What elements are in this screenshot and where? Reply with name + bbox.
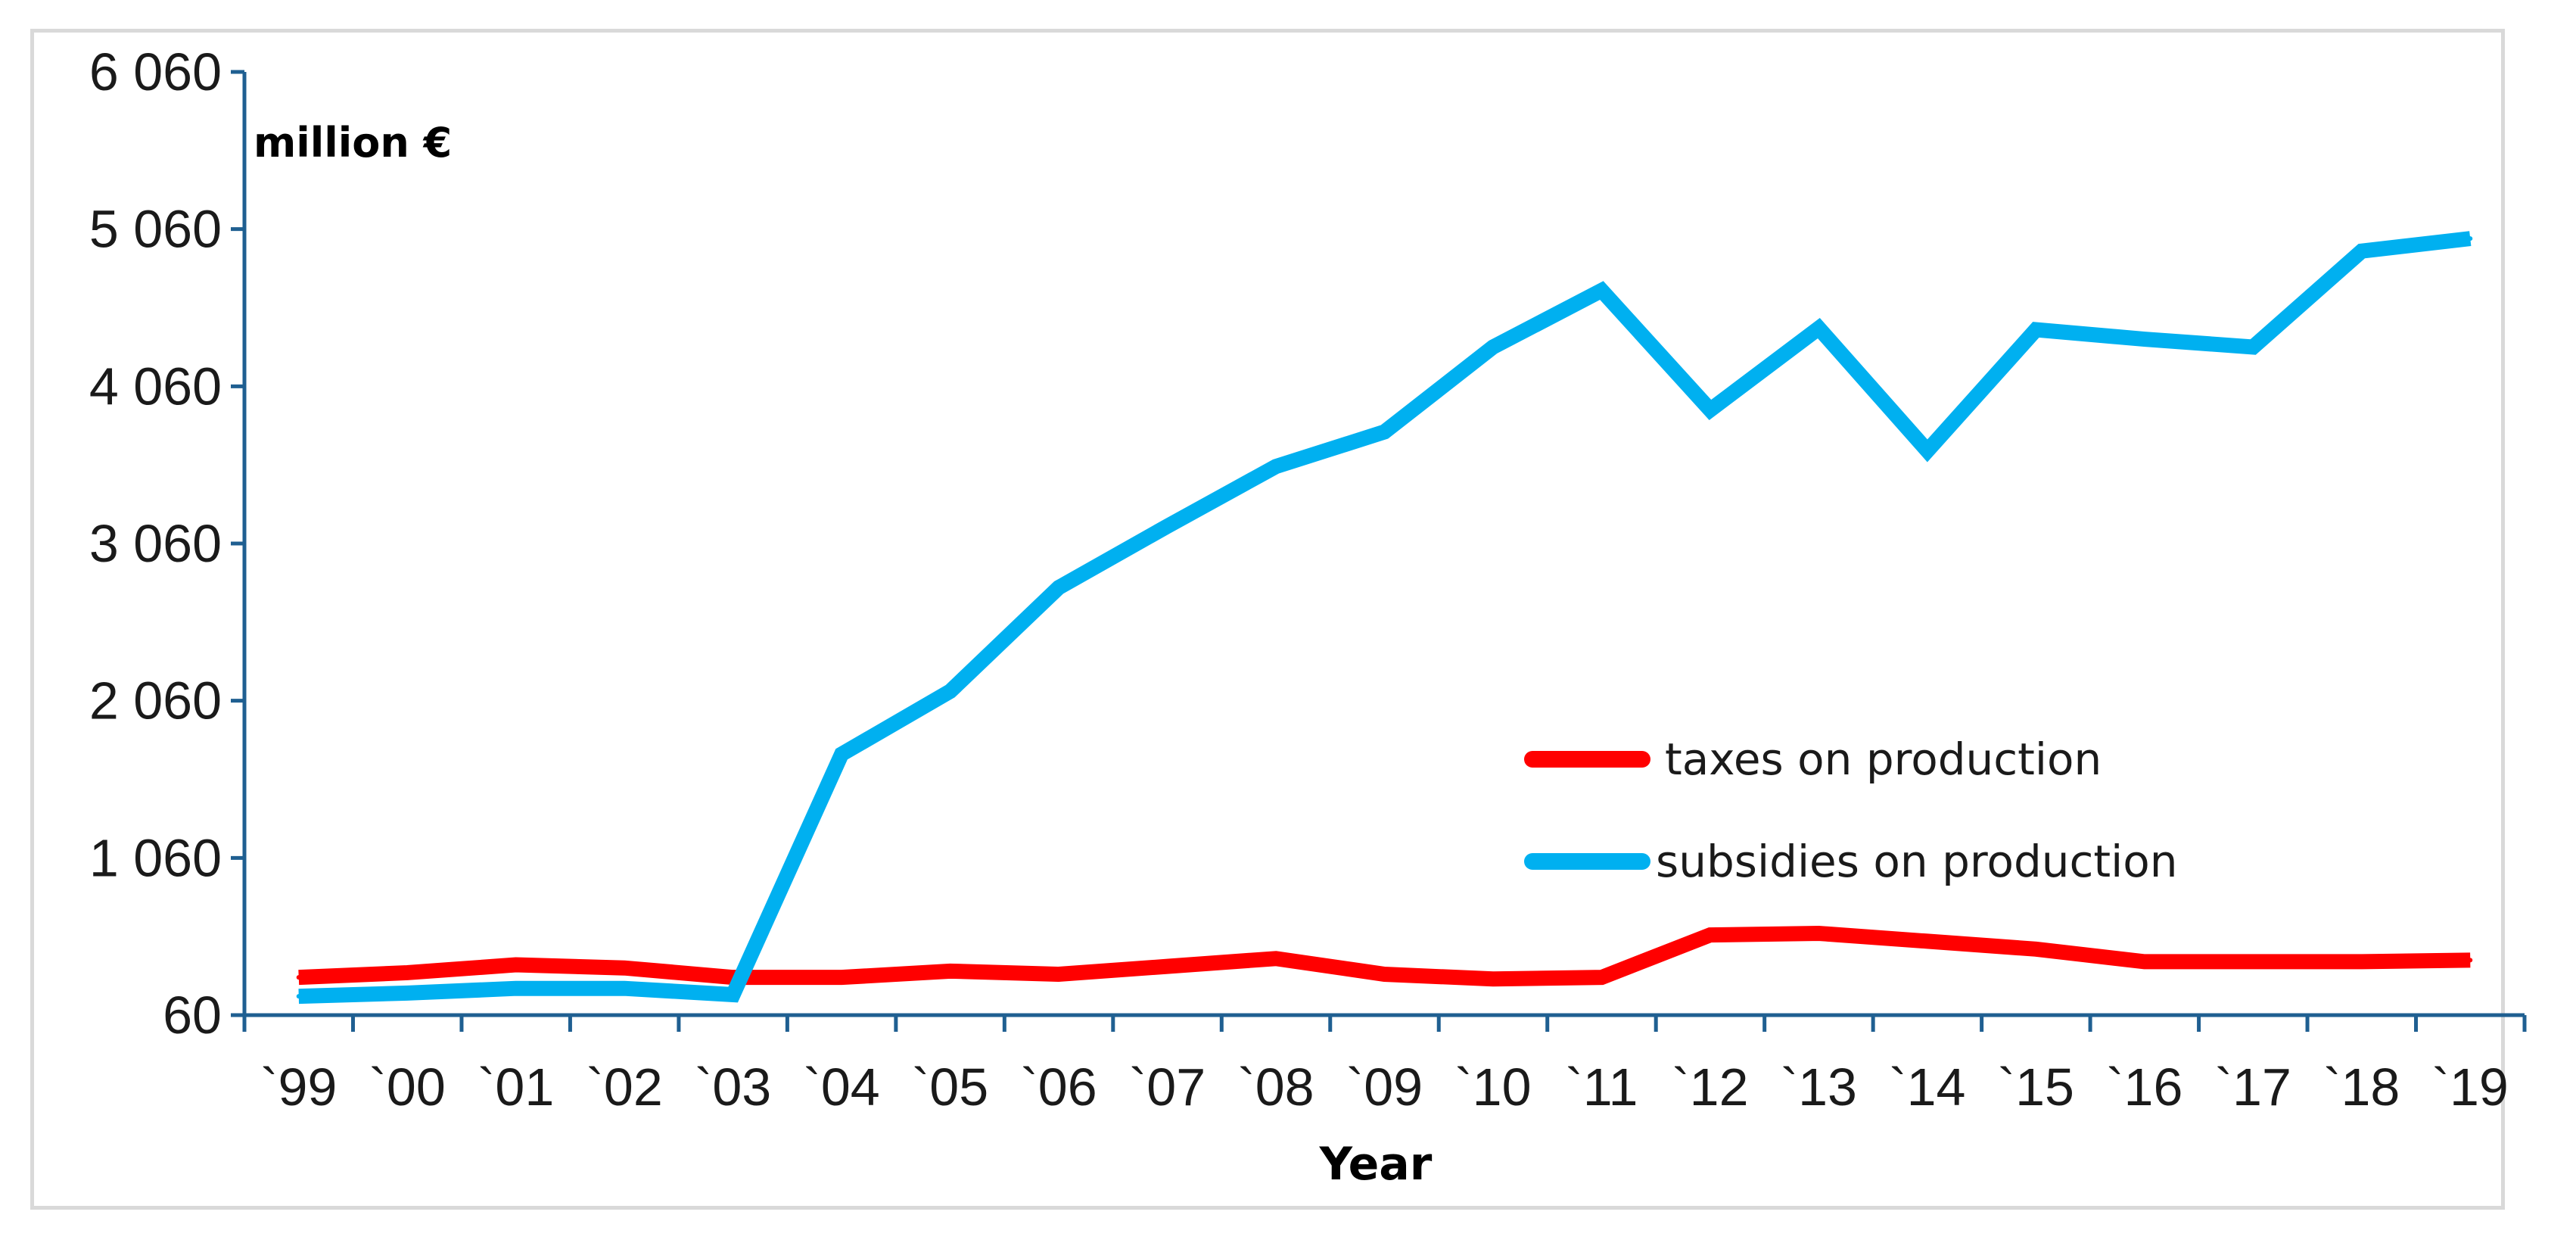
data-point [947,689,953,694]
y-tick-label: 4 060 [89,357,222,416]
data-point [1382,972,1387,977]
data-point [2142,337,2147,342]
data-point [2359,248,2364,254]
data-point [2251,959,2256,964]
data-point [1382,429,1387,435]
x-tick-label: `04 [804,1058,880,1117]
data-point [1816,326,1822,331]
x-tick-label: `07 [1129,1058,1206,1117]
x-tick-label: `09 [1346,1058,1423,1117]
data-point [1056,972,1062,977]
data-point [1056,585,1062,590]
data-point [730,992,736,998]
data-point [2033,946,2039,952]
data-point [405,970,410,975]
data-point [1165,964,1170,969]
x-tick-label: `17 [2215,1058,2291,1117]
data-point [1490,344,1495,350]
y-tick-label: 60 [163,986,222,1045]
data-point [513,986,518,991]
legend-label-taxes: taxes on production [1665,734,2102,785]
data-point [2359,959,2364,964]
data-point [839,975,845,980]
x-tick-label: `02 [586,1058,663,1117]
data-point [1816,931,1822,936]
y-tick-label: 6 060 [89,42,222,101]
y-tick-label: 2 060 [89,671,222,730]
data-point [1707,933,1713,938]
y-tick-label: 5 060 [89,200,222,259]
data-point [1490,977,1495,982]
data-point [2033,327,2039,332]
data-point [839,752,845,757]
x-tick-label: `00 [369,1058,446,1117]
x-tick-label: `14 [1889,1058,1965,1117]
series-layer [296,231,2473,1005]
x-axis-title: Year [1319,1138,1433,1191]
data-point [2468,236,2473,241]
data-point [1165,524,1170,529]
x-tick-label: `16 [2106,1058,2182,1117]
chart-frame [30,29,2505,1210]
x-tick-label: `18 [2323,1058,2400,1117]
x-tick-label: `05 [912,1058,988,1117]
x-tick-label: `01 [478,1058,554,1117]
data-point [1274,464,1279,469]
x-tick-label: `12 [1672,1058,1748,1117]
legend-label-subsidies: subsidies on production [1656,836,2178,887]
data-point [513,962,518,967]
legend: taxes on production subsidies on product… [1524,734,2178,887]
axes: 60 1 060 2 060 3 060 4 060 5 060 6 060 `99 `00 `0… [89,42,2527,1117]
x-tick-label: `03 [695,1058,771,1117]
data-point [1599,288,1604,293]
data-point [296,975,301,980]
data-point [1924,939,1930,944]
x-tick-label: `15 [1998,1058,2074,1117]
data-point [1924,448,1930,453]
y-tick-label: 1 060 [89,828,222,887]
data-point [405,990,410,995]
data-point [296,994,301,999]
x-tick-label: `10 [1454,1058,1531,1117]
data-point [1599,975,1604,980]
x-tick-label: `11 [1565,1058,1638,1117]
x-tick-label: `06 [1020,1058,1097,1117]
data-point [2468,958,2473,963]
data-point [622,965,627,970]
x-tick-label: `13 [1781,1058,1857,1117]
y-tick-label: 3 060 [89,514,222,573]
x-tick-label: `99 [260,1058,337,1117]
x-tick-label: `19 [2432,1058,2509,1117]
data-point [2251,344,2256,350]
data-point [2142,959,2147,964]
data-point [1274,956,1279,961]
data-point [947,968,953,973]
data-point [622,986,627,991]
x-tick-label: `08 [1237,1058,1314,1117]
data-point [1707,407,1713,413]
y-unit-label: million € [254,119,452,167]
